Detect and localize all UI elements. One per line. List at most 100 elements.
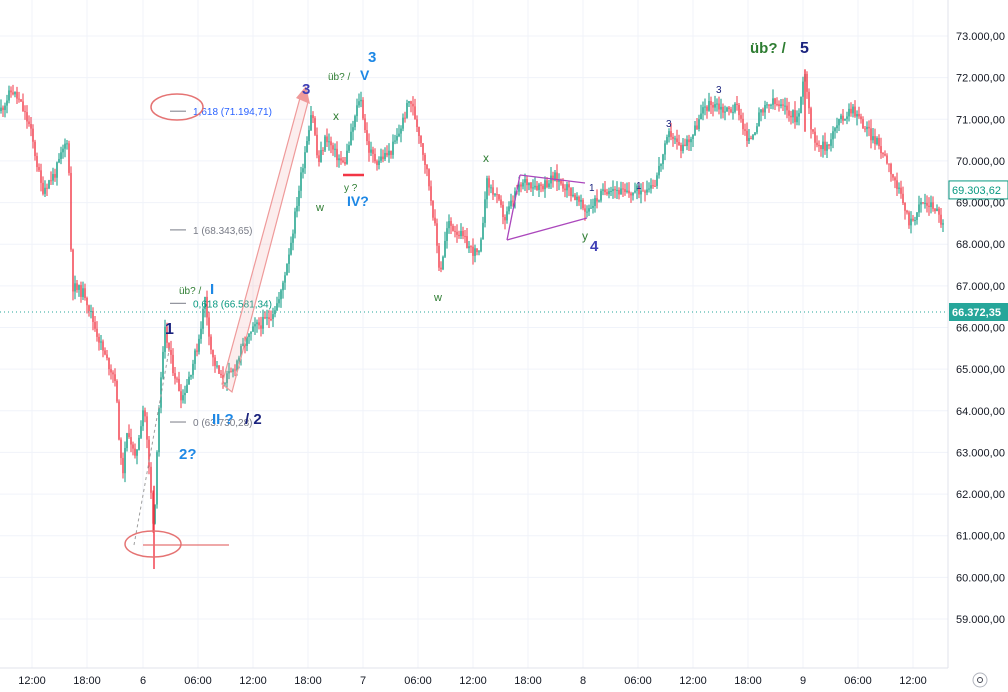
price-tick-label: 61.000,00 [956, 531, 1005, 543]
candle-body [622, 188, 624, 190]
candle-body [656, 175, 658, 186]
candle-body [264, 317, 266, 319]
candle-body [18, 98, 20, 100]
candle-body [942, 223, 944, 225]
candle-body [680, 144, 682, 151]
candle-body [232, 369, 234, 372]
time-tick-label: 7 [360, 675, 366, 687]
candle-body [732, 111, 734, 113]
candle-body [276, 303, 278, 311]
candle-body [580, 199, 582, 202]
candle-body [300, 172, 302, 191]
candle-body [414, 106, 416, 120]
candle-body [176, 378, 178, 380]
candle-body [44, 187, 46, 194]
candle-body [628, 190, 630, 194]
candle-body [754, 132, 756, 136]
chart-grid [0, 0, 948, 668]
time-tick-label: 12:00 [18, 675, 46, 687]
candle-body [270, 319, 272, 321]
chart-settings-icon[interactable] [972, 672, 988, 688]
candle-body [24, 111, 26, 113]
candle-body [290, 242, 292, 255]
candle-body [380, 156, 382, 161]
candle-body [524, 179, 526, 183]
candle-body [296, 205, 298, 212]
candle-body [56, 162, 58, 178]
candle-body [924, 202, 926, 204]
candle-body [770, 104, 772, 106]
time-tick-label: 6 [140, 675, 146, 687]
candle-body [636, 185, 638, 191]
candle-body [808, 91, 810, 109]
price-tick-label: 63.000,00 [956, 447, 1005, 459]
candle-body [522, 182, 524, 187]
candle-body [610, 190, 612, 192]
candle-body [506, 211, 508, 221]
candle-body [460, 230, 462, 237]
candle-body [796, 116, 798, 123]
candle-body [236, 360, 238, 371]
candle-body [212, 349, 214, 358]
candle-body [248, 333, 250, 337]
candle-body [602, 189, 604, 191]
candle-body [122, 458, 124, 474]
candle-body [562, 183, 564, 189]
candle-body [930, 202, 932, 208]
price-axis[interactable]: 73.000,00 72.000,00 71.000,00 70.000,00 69.0… [947, 0, 1008, 668]
candle-body [712, 105, 714, 108]
time-axis[interactable]: 12:00 18:00 6 06:00 12:00 18:00 7 06:00 12:00 18:… [0, 667, 988, 688]
candle-body [272, 314, 274, 320]
candle-body [256, 322, 258, 325]
candle-body [114, 374, 116, 381]
candle-body [936, 208, 938, 212]
candle-body [644, 191, 646, 193]
candle-body [756, 126, 758, 133]
candle-body [202, 309, 204, 329]
candle-body [320, 150, 322, 162]
candle-body [476, 248, 478, 252]
candle-body [116, 380, 118, 402]
candle-body [234, 369, 236, 371]
candle-body [696, 125, 698, 129]
candle-body [324, 136, 326, 151]
candle-body [634, 190, 636, 193]
candle-body [336, 148, 338, 161]
candle-body [832, 131, 834, 140]
candle-body [752, 135, 754, 140]
candle-body [814, 131, 816, 143]
candle-body [574, 194, 576, 201]
candle-body [892, 174, 894, 178]
candle-body [84, 288, 86, 298]
candle-body [844, 118, 846, 121]
candle-body [184, 392, 186, 396]
candle-body [662, 154, 664, 165]
price-tick-label: 68.000,00 [956, 239, 1005, 251]
candle-body [38, 167, 40, 171]
candle-body [64, 143, 66, 149]
wave-label: 3 [302, 81, 310, 98]
price-tick-label: 65.000,00 [956, 364, 1005, 376]
candle-body [920, 202, 922, 205]
wave-label: 1 [589, 183, 595, 194]
candle-body [452, 225, 454, 231]
candle-body [678, 142, 680, 145]
candle-body [860, 116, 862, 120]
candle-body [480, 239, 482, 252]
candle-body [6, 100, 8, 106]
highlight-ellipse-bottom [124, 530, 182, 558]
candle-body [130, 437, 132, 445]
wave-label: V [360, 67, 370, 83]
candle-body [918, 204, 920, 213]
candle-body [200, 328, 202, 339]
candle-body [280, 290, 282, 300]
candle-body [62, 148, 64, 153]
candle-body [812, 129, 814, 132]
price-tick-label: 72.000,00 [956, 73, 1005, 85]
candle-body [666, 137, 668, 144]
candle-body [674, 138, 676, 140]
candle-body [110, 369, 112, 373]
candle-body [734, 103, 736, 112]
time-tick-label: 18:00 [73, 675, 101, 687]
